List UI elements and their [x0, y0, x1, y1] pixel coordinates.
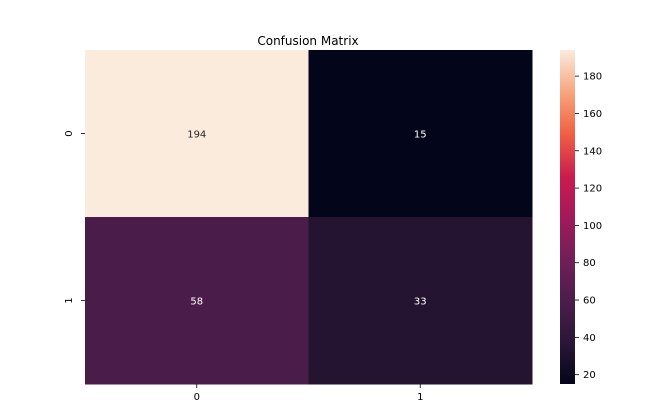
cell-label-r1-c0: 58 [190, 297, 203, 308]
heatmap-cell-r1-c1 [308, 217, 533, 385]
y-tick-label: 0 [64, 130, 75, 136]
colorbar-ticks: 20 40 60 80 100 120 140 160 180 [575, 72, 602, 381]
heatmap-cells [85, 50, 533, 385]
colorbar-tick-label: 40 [583, 333, 596, 344]
x-tick-label: 1 [417, 392, 423, 403]
y-tick-label: 1 [64, 297, 75, 303]
x-tick-label: 0 [194, 392, 200, 403]
cell-label-r0-c1: 15 [414, 130, 427, 141]
cell-annotations: 194 15 58 33 [187, 130, 426, 308]
colorbar-tick-label: 20 [583, 370, 596, 381]
cell-label-r0-c0: 194 [187, 130, 206, 141]
chart-title: Confusion Matrix [257, 34, 358, 48]
colorbar-tick-label: 80 [583, 258, 596, 269]
colorbar-tick-label: 60 [583, 296, 596, 307]
colorbar-tick-label: 140 [583, 146, 602, 157]
colorbar-tick-label: 100 [583, 221, 602, 232]
y-axis: 01 [64, 130, 85, 304]
heatmap-cell-r0-c0 [85, 50, 309, 218]
colorbar-tick-label: 120 [583, 184, 602, 195]
colorbar [560, 50, 575, 384]
cell-label-r1-c1: 33 [414, 297, 427, 308]
colorbar-tick-label: 180 [583, 72, 602, 83]
heatmap-cell-r0-c1 [308, 50, 533, 218]
colorbar-tick-label: 160 [583, 109, 602, 120]
heatmap-cell-r1-c0 [85, 217, 309, 385]
